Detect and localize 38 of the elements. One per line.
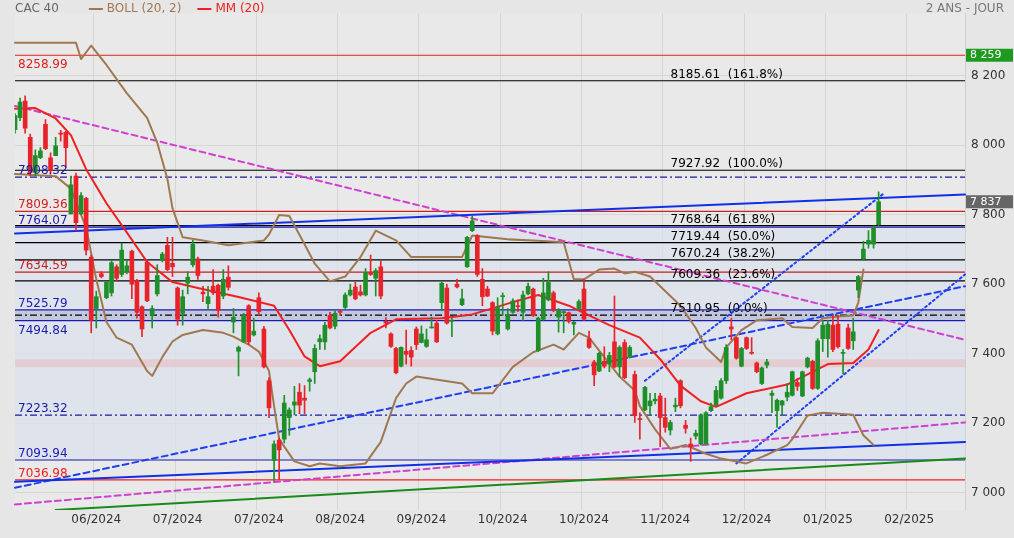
ref-line-label: 7809.36	[18, 197, 68, 212]
ref-line-label: 7768.64 (61.8%)	[670, 211, 776, 226]
chart-title: CAC 40	[15, 1, 59, 16]
ref-line-label: 7093.94	[18, 445, 68, 460]
x-tick-label: 08/2024	[315, 512, 366, 527]
ref-line-label: 7525.79	[18, 295, 68, 310]
ref-line-label: 7764.07	[18, 213, 68, 228]
x-tick-label: 09/2024	[396, 512, 447, 527]
x-tick-label: 01/2025	[802, 512, 853, 527]
text: 8 259	[970, 48, 1002, 62]
x-tick-label: 02/2025	[884, 512, 935, 527]
ref-line-label: 7634.59	[18, 258, 68, 273]
ref-line-label: 8185.61 (161.8%)	[670, 66, 783, 81]
ref-line-label: 7494.84	[18, 322, 68, 337]
ref-line-label: 7670.24 (38.2%)	[670, 245, 776, 260]
legend-label: MM (20)	[215, 1, 265, 16]
y-tick-label: 8 200	[971, 67, 1006, 82]
text: 7 837	[970, 194, 1002, 208]
y-tick-label: 7 800	[971, 206, 1006, 221]
legend-label: BOLL (20, 2)	[106, 1, 182, 16]
y-tick-label: 8 000	[971, 137, 1006, 152]
x-tick-label: 10/2024	[559, 512, 609, 527]
ref-line-label: 7927.92 (100.0%)	[670, 156, 783, 171]
ref-line-label: 7719.44 (50.0%)	[670, 228, 776, 243]
ref-line-label: 7223.32	[18, 401, 68, 416]
y-tick-label: 7 400	[971, 345, 1006, 360]
ref-line-label: 8258.99	[18, 57, 68, 72]
x-tick-label: 06/2024	[71, 512, 122, 527]
chart-subtitle: 2 ANS - JOUR	[925, 1, 1004, 16]
x-tick-label: 07/2024	[233, 512, 284, 527]
x-tick-label: 10/2024	[477, 512, 528, 527]
x-tick-label: 12/2024	[721, 512, 772, 527]
x-tick-label: 07/2024	[152, 512, 203, 527]
x-tick-label: 11/2024	[640, 512, 691, 527]
y-tick-label: 7 200	[971, 415, 1006, 430]
ref-line-label: 7036.98	[18, 465, 68, 480]
y-tick-label: 7 600	[971, 276, 1006, 291]
y-tick-label: 7 000	[971, 484, 1006, 499]
